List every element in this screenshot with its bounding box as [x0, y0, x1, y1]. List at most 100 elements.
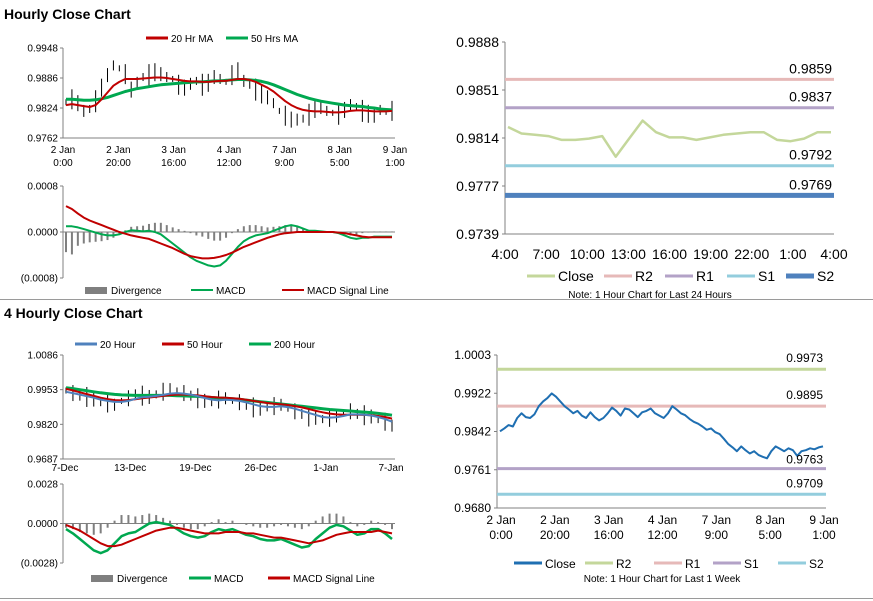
hourly-price-x-tick-label: 12:00: [216, 158, 241, 169]
four-hourly-price-x-tick-label: 19-Dec: [179, 463, 211, 474]
hourly-levels-legend-r1-label: R1: [696, 268, 714, 284]
hourly-legend-50hr-ma-label: 50 Hrs MA: [251, 34, 299, 45]
four-hourly-levels-x-tick-label: 2 Jan: [486, 513, 515, 527]
hourly-price-y-tick-label: 0.9762: [27, 134, 58, 145]
four-hourly-levels-x-tick-label: 12:00: [647, 528, 677, 542]
four-hourly-levels-x-tick-label: 1:00: [812, 528, 836, 542]
hourly-r1-value-label: 0.9837: [789, 89, 832, 105]
four-hourly-price-x-tick-label: 26-Dec: [244, 463, 276, 474]
hourly-price-x-tick-label: 20:00: [106, 158, 131, 169]
hourly-macd-y-tick-label: 0.0000: [27, 228, 58, 239]
four-hourly-levels-legend-s1-label: S1: [744, 557, 759, 571]
four-hourly-levels-legend-r1-label: R1: [685, 557, 701, 571]
four-hourly-levels-legend-close-label: Close: [545, 557, 576, 571]
hourly-section-title: Hourly Close Chart: [4, 6, 131, 22]
hourly-legend-divergence-label: Divergence: [111, 286, 162, 297]
four-hourly-20hr-line: [65, 390, 393, 423]
hourly-legend-macd-label: MACD: [216, 286, 245, 297]
hourly-price-x-tick-label: 9:00: [275, 158, 295, 169]
four-hourly-levels-x-tick-label: 3 Jan: [594, 513, 623, 527]
hourly-levels-legend-close-label: Close: [558, 268, 594, 284]
four-hourly-levels-x-tick-label: 9:00: [705, 528, 729, 542]
four-hourly-legend-macd-label: MACD: [214, 574, 243, 585]
four-hourly-legend-200hr-label: 200 Hour: [274, 340, 316, 351]
hourly-macd-signal-line: [65, 205, 392, 260]
hourly-price-x-tick-label: 4 Jan: [217, 145, 241, 156]
hourly-levels-y-tick-label: 0.9814: [456, 130, 499, 146]
four-hourly-price-x-tick-label: 13-Dec: [114, 463, 146, 474]
hourly-price-y-tick-label: 0.9948: [27, 44, 58, 55]
four-hourly-levels-legend-r2-label: R2: [616, 557, 632, 571]
hourly-price-x-tick-label: 9 Jan: [383, 145, 407, 156]
hourly-levels-legend-s2-label: S2: [817, 268, 834, 284]
four-hourly-levels-x-tick-label: 8 Jan: [755, 513, 784, 527]
four-hourly-levels-y-tick-label: 0.9761: [454, 463, 491, 477]
four-hourly-levels-legend-s2-label: S2: [809, 557, 824, 571]
four-hourly-macd-y-tick-label: 0.0000: [27, 519, 58, 530]
four-hourly-levels-y-tick-label: 0.9680: [454, 501, 491, 515]
hourly-s2-value-label: 0.9769: [789, 176, 832, 192]
four-hourly-levels-x-tick-label: 20:00: [540, 528, 570, 542]
four-hourly-price-y-tick-label: 0.9820: [27, 420, 58, 431]
hourly-macd-y-tick-label: (0.0008): [21, 274, 58, 285]
hourly-legend-macd-signal-label: MACD Signal Line: [307, 286, 389, 297]
four-hourly-levels-y-tick-label: 0.9842: [454, 425, 491, 439]
hourly-levels-x-tick-label: 10:00: [570, 246, 605, 262]
four-hourly-50hr-line: [65, 387, 393, 420]
hourly-levels-x-tick-label: 16:00: [652, 246, 687, 262]
hourly-legend-divergence-swatch: [85, 287, 107, 294]
hourly-levels-x-tick-label: 7:00: [533, 246, 560, 262]
four-hourly-legend-macd-signal-label: MACD Signal Line: [293, 574, 375, 585]
hourly-levels-legend-r2-label: R2: [635, 268, 653, 284]
four-hourly-price-y-tick-label: 0.9953: [27, 385, 58, 396]
hourly-price-x-tick-label: 0:00: [53, 158, 73, 169]
hourly-price-x-tick-label: 3 Jan: [161, 145, 185, 156]
hourly-levels-legend-s1-label: S1: [758, 268, 775, 284]
four-hourly-section-title: 4 Hourly Close Chart: [4, 305, 143, 321]
hourly-macd-y-tick-label: 0.0008: [27, 182, 58, 193]
section-divider: [0, 299, 873, 300]
four-hourly-macd-y-tick-label: 0.0028: [27, 480, 58, 491]
four-hourly-macd-line: [65, 520, 393, 555]
four-hourly-price-x-tick-label: 1-Jan: [313, 463, 338, 474]
hourly-price-x-tick-label: 8 Jan: [327, 145, 351, 156]
hourly-r2-value-label: 0.9859: [789, 60, 832, 76]
four-hourly-macd-signal-line: [65, 523, 393, 548]
hourly-price-x-tick-label: 2 Jan: [51, 145, 75, 156]
hourly-levels-x-tick-label: 4:00: [820, 246, 847, 262]
hourly-price-x-tick-label: 16:00: [161, 158, 186, 169]
four-hourly-levels-y-tick-label: 0.9922: [454, 386, 491, 400]
four-hourly-r2-value-label: 0.9973: [786, 351, 823, 365]
four-hourly-levels-x-tick-label: 5:00: [758, 528, 782, 542]
hourly-levels-close-line: [507, 119, 831, 158]
hourly-levels-y-tick-label: 0.9888: [456, 34, 499, 50]
four-hourly-levels-y-tick-label: 1.0003: [454, 348, 491, 362]
hourly-levels-y-tick-label: 0.9851: [456, 82, 499, 98]
four-hourly-legend-50hr-label: 50 Hour: [187, 340, 223, 351]
four-hourly-price-x-tick-label: 7-Dec: [52, 463, 79, 474]
hourly-levels-note: Note: 1 Hour Chart for Last 24 Hours: [568, 290, 731, 301]
hourly-price-x-tick-label: 1:00: [385, 158, 405, 169]
hourly-levels-x-tick-label: 13:00: [611, 246, 646, 262]
four-hourly-price-y-tick-label: 0.9687: [27, 455, 58, 466]
four-hourly-macd-y-tick-label: (0.0028): [21, 559, 58, 570]
hourly-price-x-tick-label: 7 Jan: [272, 145, 296, 156]
four-hourly-price-x-tick-label: 7-Jan: [378, 463, 403, 474]
hourly-levels-x-tick-label: 22:00: [734, 246, 769, 262]
four-hourly-levels-x-tick-label: 4 Jan: [648, 513, 677, 527]
hourly-levels-x-tick-label: 1:00: [779, 246, 806, 262]
four-hourly-legend-20hr-label: 20 Hour: [100, 340, 136, 351]
hourly-price-x-tick-label: 5:00: [330, 158, 350, 169]
four-hourly-r1-value-label: 0.9895: [786, 388, 823, 402]
hourly-legend-20hr-ma-label: 20 Hr MA: [171, 34, 214, 45]
four-hourly-levels-x-tick-label: 9 Jan: [809, 513, 838, 527]
four-hourly-levels-x-tick-label: 0:00: [489, 528, 513, 542]
four-hourly-price-y-tick-label: 1.0086: [27, 351, 58, 362]
hourly-price-x-tick-label: 2 Jan: [106, 145, 130, 156]
hourly-levels-y-tick-label: 0.9777: [456, 178, 499, 194]
four-hourly-levels-close-line: [499, 392, 824, 460]
four-hourly-legend-divergence-label: Divergence: [117, 574, 168, 585]
hourly-s1-value-label: 0.9792: [789, 147, 832, 163]
four-hourly-s1-value-label: 0.9763: [786, 453, 823, 467]
